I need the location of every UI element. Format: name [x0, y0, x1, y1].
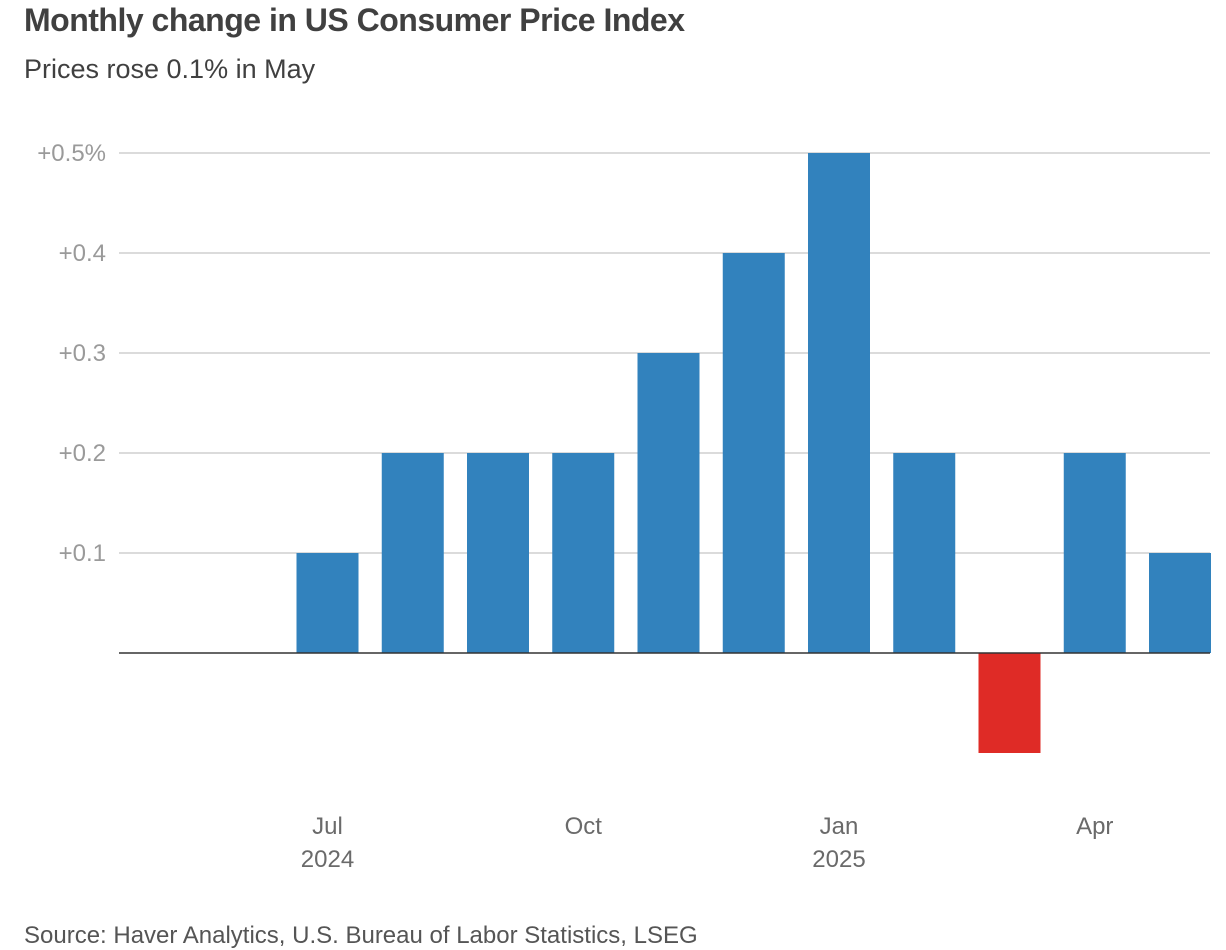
- x-tick-year: 2024: [301, 846, 354, 873]
- y-axis-ticks: +0.5% +0.4 +0.3 +0.2 +0.1: [37, 140, 106, 567]
- bars: [296, 153, 1211, 753]
- bar-jan-2025: [808, 153, 870, 653]
- bar-jul-2024: [296, 553, 359, 653]
- bar-dec-2024: [722, 253, 785, 653]
- x-tick-month: Oct: [565, 813, 603, 840]
- y-tick-label: +0.4: [59, 240, 106, 267]
- x-tick-month: Jan: [820, 813, 859, 840]
- bar-oct-2024: [552, 453, 615, 653]
- bar-feb-2025: [893, 453, 956, 653]
- x-tick-year: 2025: [812, 846, 865, 873]
- chart-subtitle: Prices rose 0.1% in May: [24, 54, 316, 84]
- y-tick-label: +0.5%: [37, 140, 106, 167]
- bar-mar-2025: [978, 653, 1041, 753]
- y-tick-label: +0.3: [59, 340, 106, 367]
- bar-aug-2024: [381, 453, 444, 653]
- y-tick-label: +0.2: [59, 440, 106, 467]
- chart-title: Monthly change in US Consumer Price Inde…: [24, 2, 685, 38]
- x-tick-month: Jul: [312, 813, 343, 840]
- bar-may-2025: [1149, 553, 1211, 653]
- bar-apr-2025: [1063, 453, 1126, 653]
- chart-source: Source: Haver Analytics, U.S. Bureau of …: [24, 922, 698, 949]
- x-axis-ticks: Jul 2024 Oct Jan 2025 Apr: [301, 813, 1114, 873]
- x-tick-month: Apr: [1076, 813, 1113, 840]
- y-tick-label: +0.1: [59, 540, 106, 567]
- bar-nov-2024: [637, 353, 700, 653]
- bar-sep-2024: [467, 453, 529, 653]
